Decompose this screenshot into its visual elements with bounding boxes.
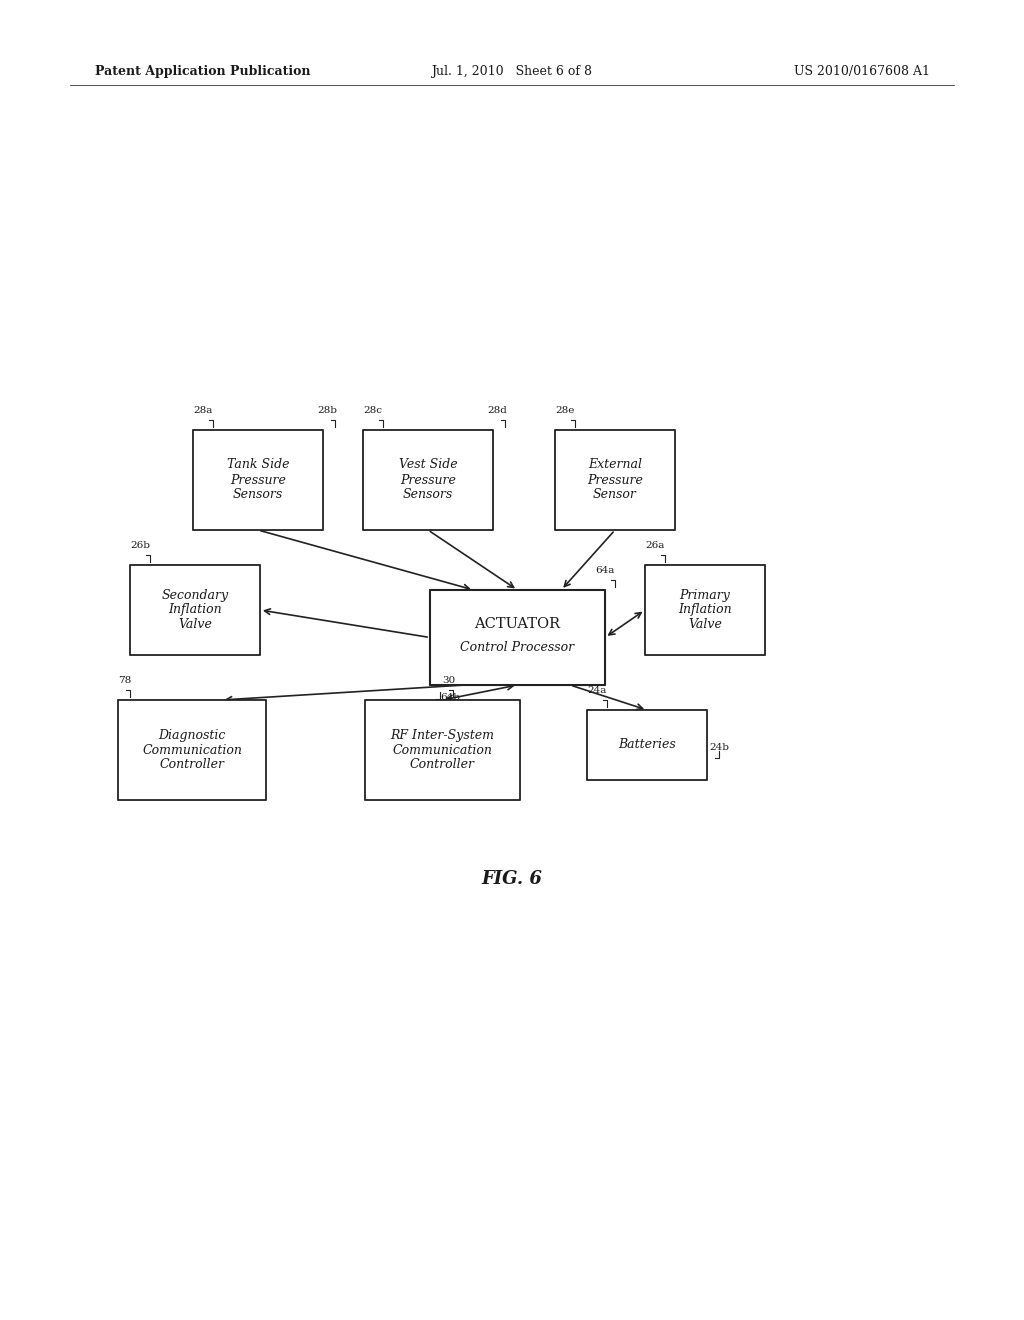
- Text: 28a: 28a: [193, 407, 212, 414]
- Text: Batteries: Batteries: [618, 738, 676, 751]
- Text: 78: 78: [118, 676, 131, 685]
- Text: FIG. 6: FIG. 6: [481, 870, 543, 888]
- Text: 24a: 24a: [587, 686, 606, 696]
- Text: 28e: 28e: [555, 407, 574, 414]
- Text: RF Inter-System
Communication
Controller: RF Inter-System Communication Controller: [390, 729, 495, 771]
- FancyBboxPatch shape: [362, 430, 493, 531]
- Text: US 2010/0167608 A1: US 2010/0167608 A1: [794, 65, 930, 78]
- Text: 24b: 24b: [709, 743, 729, 752]
- Text: 26a: 26a: [645, 541, 665, 550]
- Text: 64a: 64a: [595, 566, 614, 576]
- FancyBboxPatch shape: [130, 565, 260, 655]
- Text: External
Pressure
Sensor: External Pressure Sensor: [587, 458, 643, 502]
- Text: Vest Side
Pressure
Sensors: Vest Side Pressure Sensors: [398, 458, 458, 502]
- FancyBboxPatch shape: [365, 700, 520, 800]
- FancyBboxPatch shape: [645, 565, 765, 655]
- Text: Primary
Inflation
Valve: Primary Inflation Valve: [678, 589, 732, 631]
- Text: Patent Application Publication: Patent Application Publication: [95, 65, 310, 78]
- FancyBboxPatch shape: [118, 700, 266, 800]
- Text: Jul. 1, 2010   Sheet 6 of 8: Jul. 1, 2010 Sheet 6 of 8: [431, 65, 593, 78]
- Text: 28c: 28c: [362, 407, 382, 414]
- Text: 28b: 28b: [317, 407, 337, 414]
- Text: 28d: 28d: [487, 407, 507, 414]
- Text: 30: 30: [442, 676, 456, 685]
- Text: 64b: 64b: [440, 693, 460, 702]
- Text: Control Processor: Control Processor: [461, 642, 574, 653]
- Text: Diagnostic
Communication
Controller: Diagnostic Communication Controller: [142, 729, 242, 771]
- Text: ACTUATOR: ACTUATOR: [474, 616, 560, 631]
- Text: Secondary
Inflation
Valve: Secondary Inflation Valve: [162, 589, 228, 631]
- FancyBboxPatch shape: [430, 590, 605, 685]
- Text: Tank Side
Pressure
Sensors: Tank Side Pressure Sensors: [226, 458, 289, 502]
- Text: 26b: 26b: [130, 541, 150, 550]
- FancyBboxPatch shape: [193, 430, 323, 531]
- FancyBboxPatch shape: [587, 710, 707, 780]
- FancyBboxPatch shape: [555, 430, 675, 531]
